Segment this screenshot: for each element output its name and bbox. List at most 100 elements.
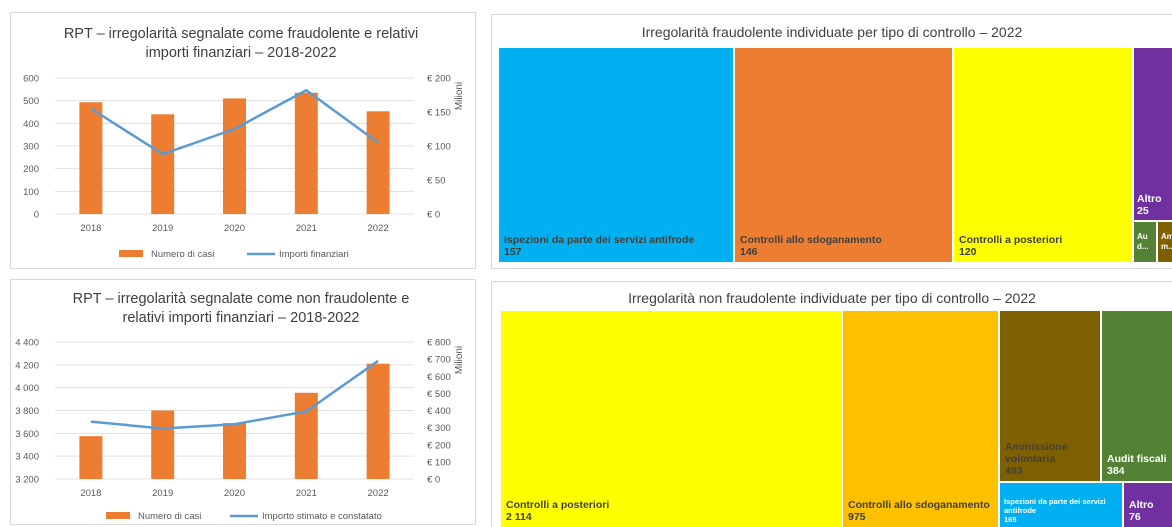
legend-bar-swatch xyxy=(119,250,143,257)
y2-tick-label: € 0 xyxy=(427,210,440,221)
nonfraud-tile-label: Ispezioni da parte dei servizi antifrode… xyxy=(1004,497,1120,524)
y-tick-label: 4 400 xyxy=(15,338,39,349)
y-tick-label: 400 xyxy=(23,119,39,130)
y-tick-label: 4 000 xyxy=(15,383,39,394)
y-tick-label: 0 xyxy=(34,210,39,221)
y-tick-label: 200 xyxy=(23,164,39,175)
fraud-tile-posteriori: Controlli a posteriori 120 xyxy=(953,47,1133,263)
nonfraud-tile-ispezioni-value: 165 xyxy=(1004,515,1017,524)
y2-tick-label: € 200 xyxy=(427,440,451,451)
fraud-chart-title-line1: RPT – irregolarità segnalate come fraudo… xyxy=(63,26,419,42)
nonfraud-chart-title-line1: RPT – irregolarità segnalate come non fr… xyxy=(72,291,410,307)
bar-2020 xyxy=(223,98,246,214)
y2-tick-label: € 0 xyxy=(427,475,440,486)
bar-2022 xyxy=(366,111,390,214)
nonfraud-tile-sdoganamento-value: 975 xyxy=(848,511,866,523)
fraud-tile-audit-label: Au xyxy=(1137,232,1148,241)
y2-tick-label: € 700 xyxy=(427,355,451,366)
nonfraud-tile-label: Controlli allo sdoganamento 975 xyxy=(848,499,990,523)
nonfraud-tile-ammissione: Ammissione volontaria 493 xyxy=(999,310,1101,482)
y2-axis-title: Milioni xyxy=(454,346,465,374)
nonfraud-tile-ispezioni-label: Ispezioni da parte dei servizi antifrode xyxy=(1004,497,1106,515)
nonfraud-tile-posteriori-value: 2 114 xyxy=(506,511,532,523)
nonfraud-tile-audit: Audit fiscali 384 xyxy=(1101,310,1172,482)
y-tick-label: 3 800 xyxy=(15,406,39,417)
fraud-chart-title-line2: importi finanziari – 2018-2022 xyxy=(145,45,337,61)
y2-tick-label: € 100 xyxy=(427,457,451,468)
x-tick-label: 2020 xyxy=(224,223,245,234)
nonfraud-tile-label: Altro 76 xyxy=(1129,499,1154,523)
fraud-tile-label: Controlli allo sdoganamento 146 xyxy=(740,234,882,258)
y-tick-label: 3 400 xyxy=(15,452,39,463)
nonfraud-chart-title: RPT – irregolarità segnalate come non fr… xyxy=(31,290,451,328)
nonfraud-tile-ammissione-label: Ammissione volontaria xyxy=(1005,441,1068,465)
fraud-tile-audit: Au d... xyxy=(1133,221,1157,263)
bar-2020 xyxy=(223,423,246,479)
fraud-treemap-panel: Irregolarità fraudolente individuate per… xyxy=(491,14,1172,269)
fraud-tile-label: Am m... xyxy=(1161,232,1172,252)
fraud-tile-label: Ispezioni da parte dei servizi antifrode… xyxy=(504,234,694,258)
fraud-tile-altro-value: 25 xyxy=(1137,205,1149,217)
y2-tick-label: € 300 xyxy=(427,423,451,434)
bar-2019 xyxy=(151,114,175,214)
y2-tick-label: € 800 xyxy=(427,338,451,349)
nonfraud-treemap-title: Irregolarità non fraudolente individuate… xyxy=(628,290,1036,306)
nonfraud-chart-title-line2: relativi importi finanziari – 2018-2022 xyxy=(122,310,360,326)
legend-bar-label: Numero di casi xyxy=(138,511,201,522)
series-line xyxy=(90,359,379,430)
fraud-tile-altro-label: Altro xyxy=(1137,193,1162,205)
nonfraud-tile-label: Audit fiscali 384 xyxy=(1107,453,1167,477)
fraud-treemap-title: Irregolarità fraudolente individuate per… xyxy=(641,24,1023,40)
legend-bar-label: Numero di casi xyxy=(151,249,214,260)
fraud-chart-title: RPT – irregolarità segnalate come fraudo… xyxy=(31,25,451,63)
y-tick-label: 3 600 xyxy=(15,429,39,440)
fraud-tile-label: Altro 25 xyxy=(1137,193,1162,217)
fraud-tile-posteriori-value: 120 xyxy=(959,246,977,258)
fraud-tile-altro: Altro 25 xyxy=(1133,47,1172,221)
bar-2021 xyxy=(294,92,318,214)
legend-line-label: Importo stimato e constatato xyxy=(262,511,382,522)
nonfraud-tile-altro-value: 76 xyxy=(1129,511,1141,523)
nonfraud-tile-ispezioni: Ispezioni da parte dei servizi antifrode… xyxy=(999,482,1123,527)
x-tick-label: 2018 xyxy=(80,223,101,234)
nonfraud-tile-sdoganamento-label: Controlli allo sdoganamento xyxy=(848,499,990,511)
fraud-tile-label: Au d... xyxy=(1137,232,1149,252)
bar-2021 xyxy=(294,392,318,479)
fraud-tile-ammissione-label: Am xyxy=(1161,232,1172,241)
x-tick-label: 2021 xyxy=(296,488,317,499)
nonfraud-tile-label: Controlli a posteriori 2 114 xyxy=(506,499,609,523)
nonfraud-tile-audit-label: Audit fiscali xyxy=(1107,453,1167,465)
nonfraud-combo-chart: 4 400 4 200 4 000 3 800 3 600 3 400 3 200 € 800… xyxy=(15,338,465,523)
bar-2019 xyxy=(151,410,175,479)
nonfraud-tile-ammissione-value: 493 xyxy=(1005,465,1023,477)
x-tick-label: 2022 xyxy=(368,223,389,234)
y2-tick-label: € 50 xyxy=(427,176,446,187)
fraud-tile-ispezioni-label: Ispezioni da parte dei servizi antifrode xyxy=(504,234,695,246)
fraud-tile-sdoganamento-value: 146 xyxy=(740,246,758,258)
fraud-tile-ammissione-value: m... xyxy=(1161,242,1172,251)
y2-tick-label: € 100 xyxy=(427,142,451,153)
legend-bar-swatch xyxy=(106,512,130,519)
fraud-tile-ispezioni: Ispezioni da parte dei servizi antifrode… xyxy=(498,47,734,263)
y-tick-label: 4 200 xyxy=(15,360,39,371)
x-tick-label: 2019 xyxy=(152,488,173,499)
nonfraud-tile-posteriori: Controlli a posteriori 2 114 xyxy=(500,310,842,527)
y2-axis-title: Milioni xyxy=(454,82,465,110)
nonfraud-tile-posteriori-label: Controlli a posteriori xyxy=(506,499,610,511)
nonfraud-tile-audit-value: 384 xyxy=(1107,465,1125,477)
y-tick-label: 100 xyxy=(23,187,39,198)
bar-2022 xyxy=(366,363,390,479)
x-tick-label: 2019 xyxy=(152,223,173,234)
nonfraud-combo-chart-panel: RPT – irregolarità segnalate come non fr… xyxy=(10,279,476,525)
nonfraud-tile-altro-label: Altro xyxy=(1129,499,1154,511)
nonfraud-tile-label: Ammissione volontaria 493 xyxy=(1005,441,1095,477)
nonfraud-treemap-panel: Irregolarità non fraudolente individuate… xyxy=(491,281,1172,527)
fraud-tile-sdoganamento: Controlli allo sdoganamento 146 xyxy=(734,47,953,263)
nonfraud-tile-sdoganamento: Controlli allo sdoganamento 975 xyxy=(842,310,999,527)
y2-tick-label: € 500 xyxy=(427,389,451,400)
y2-tick-label: € 400 xyxy=(427,406,451,417)
fraud-tile-sdoganamento-label: Controlli allo sdoganamento xyxy=(740,234,882,246)
x-tick-label: 2018 xyxy=(80,488,101,499)
fraud-tile-ispezioni-value: 157 xyxy=(504,246,522,258)
x-tick-label: 2021 xyxy=(296,223,317,234)
